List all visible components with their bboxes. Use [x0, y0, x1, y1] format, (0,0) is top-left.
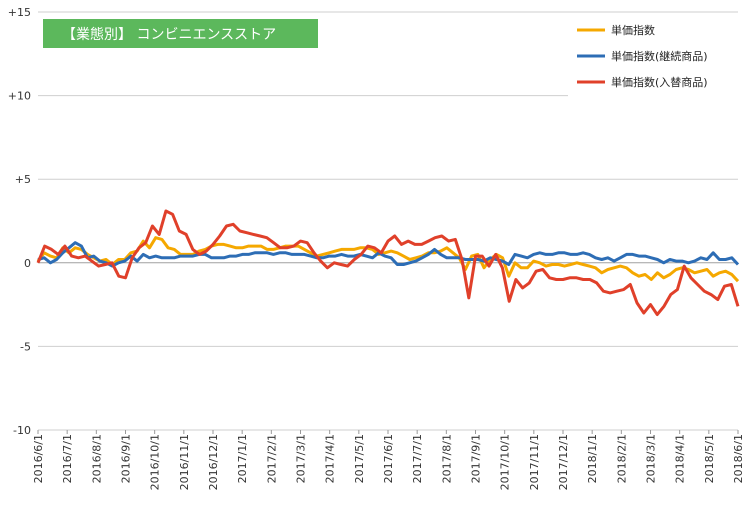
x-tick-label: 2017/10/1 [499, 434, 512, 490]
x-tick-label: 2018/2/1 [615, 434, 628, 483]
y-axis-ticks: +15 +10 +5 0 -5 -10 [8, 6, 31, 437]
chart-title: 【業態別】 コンビニエンスストア [43, 19, 318, 48]
x-tick-label: 2017/4/1 [324, 434, 337, 483]
x-tick-label: 2018/5/1 [703, 434, 716, 483]
legend: 単価指数 単価指数(継続商品) 単価指数(入替商品) [568, 14, 738, 98]
series-line-unit-price-index [36, 236, 740, 283]
chart-title-text: 【業態別】 コンビニエンスストア [62, 27, 276, 43]
x-tick-label: 2016/7/1 [61, 434, 74, 483]
x-tick-label: 2017/2/1 [265, 434, 278, 483]
x-tick-label: 2016/10/1 [149, 434, 162, 490]
series-lines [36, 209, 740, 317]
x-tick-label: 2016/8/1 [90, 434, 103, 483]
x-tick-label: 2016/6/1 [32, 434, 45, 483]
x-tick-label: 2018/3/1 [645, 434, 658, 483]
x-tick-label: 2017/9/1 [470, 434, 483, 483]
x-axis-ticks: 2016/6/1 2016/7/1 2016/8/1 2016/9/1 2016/10/… [32, 430, 742, 490]
y-tick-label: +5 [15, 173, 31, 186]
series-line-replacement-products [36, 209, 740, 317]
y-tick-label: +15 [8, 6, 31, 19]
x-tick-label: 2017/12/1 [557, 434, 570, 490]
x-tick-label: 2018/6/1 [732, 434, 742, 483]
x-tick-label: 2017/1/1 [236, 434, 249, 483]
legend-label-continuing-products: 単価指数(継続商品) [611, 49, 708, 63]
y-tick-label: 0 [24, 257, 31, 270]
x-tick-label: 2016/9/1 [120, 434, 133, 483]
y-tick-label: -5 [20, 340, 31, 353]
legend-label-replacement-products: 単価指数(入替商品) [611, 75, 708, 89]
x-tick-label: 2016/12/1 [207, 434, 220, 490]
y-tick-label: +10 [8, 90, 31, 103]
x-tick-label: 2017/5/1 [353, 434, 366, 483]
x-tick-label: 2017/3/1 [295, 434, 308, 483]
x-tick-label: 2018/4/1 [674, 434, 687, 483]
series-line-continuing-products [37, 241, 740, 268]
x-tick-label: 2017/8/1 [440, 434, 453, 483]
x-tick-label: 2017/7/1 [411, 434, 424, 483]
legend-label-unit-price-index: 単価指数 [611, 23, 655, 37]
x-tick-label: 2017/11/1 [528, 434, 541, 490]
x-tick-label: 2016/11/1 [178, 434, 191, 490]
chart-title-background [43, 19, 318, 48]
x-tick-label: 2017/6/1 [382, 434, 395, 483]
y-tick-label: -10 [13, 424, 31, 437]
x-tick-label: 2018/1/1 [586, 434, 599, 483]
